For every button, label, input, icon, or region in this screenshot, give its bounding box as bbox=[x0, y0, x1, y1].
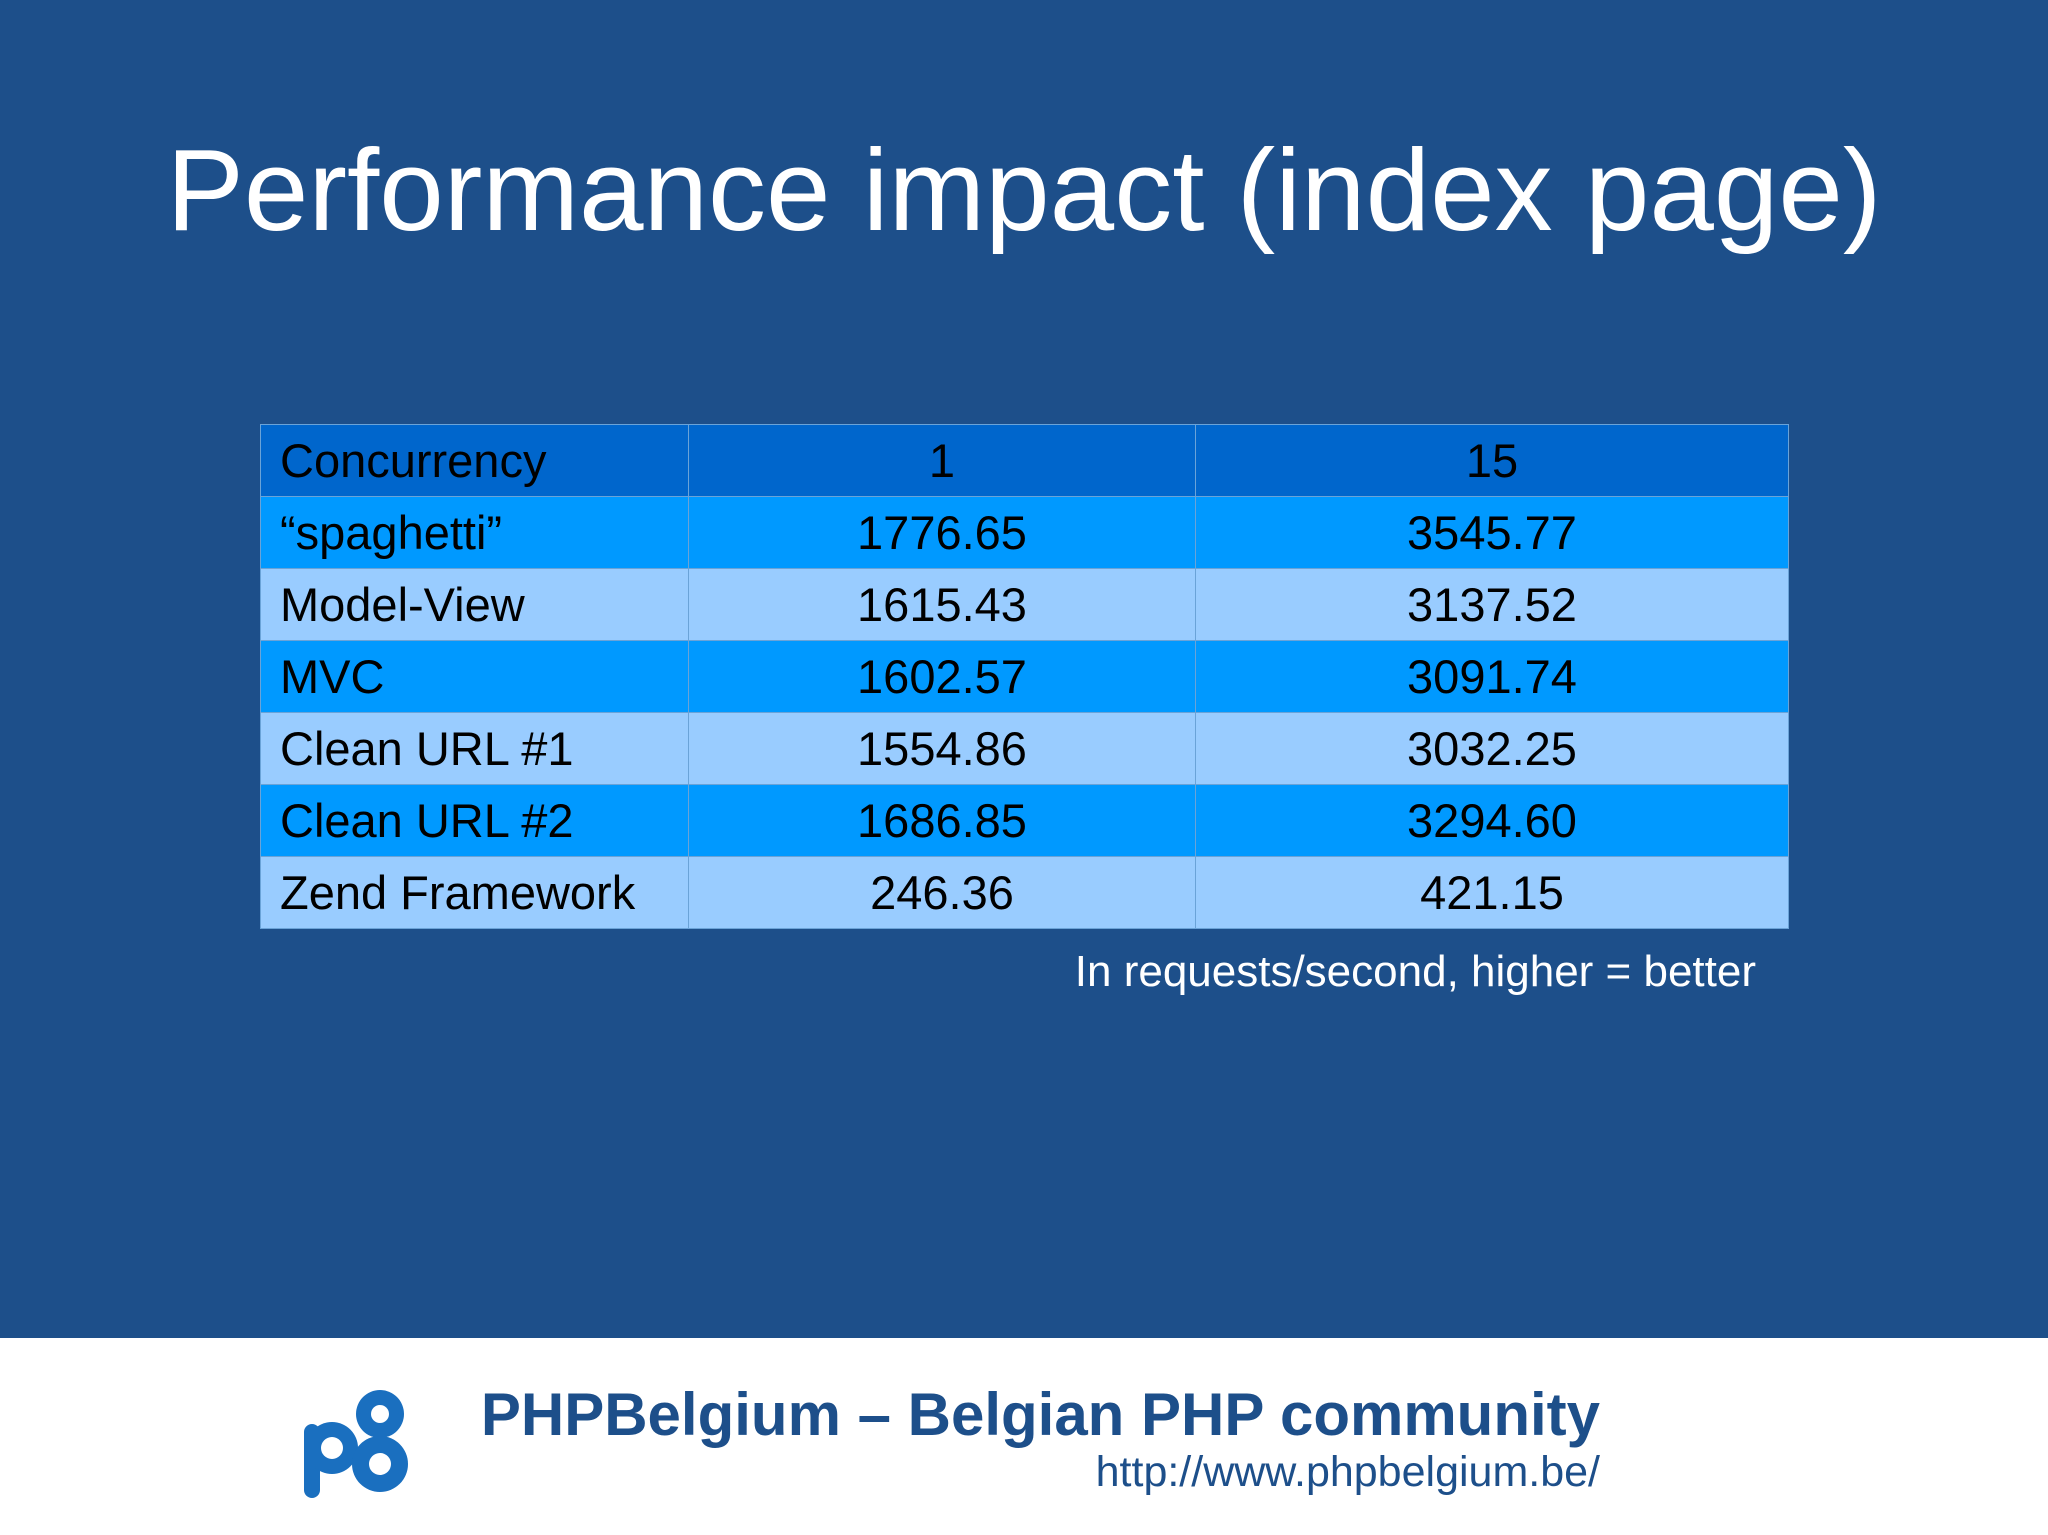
table-row: Clean URL #2 1686.85 3294.60 bbox=[260, 784, 1789, 857]
header-cell-concurrency-1: 1 bbox=[688, 424, 1196, 497]
row-label: Zend Framework bbox=[260, 856, 689, 929]
phpbelgium-logo-icon bbox=[304, 1390, 408, 1498]
row-value-c1: 1615.43 bbox=[688, 568, 1196, 641]
row-value-c1: 246.36 bbox=[688, 856, 1196, 929]
header-cell-concurrency-15: 15 bbox=[1195, 424, 1789, 497]
row-label: “spaghetti” bbox=[260, 496, 689, 569]
table-row: MVC 1602.57 3091.74 bbox=[260, 640, 1789, 713]
row-label: Clean URL #1 bbox=[260, 712, 689, 785]
table-row: Model-View 1615.43 3137.52 bbox=[260, 568, 1789, 641]
row-value-c1: 1602.57 bbox=[688, 640, 1196, 713]
table-row: Zend Framework 246.36 421.15 bbox=[260, 856, 1789, 929]
header-cell-concurrency: Concurrency bbox=[260, 424, 689, 497]
row-value-c1: 1686.85 bbox=[688, 784, 1196, 857]
row-value-c1: 1554.86 bbox=[688, 712, 1196, 785]
footer-title: PHPBelgium – Belgian PHP community bbox=[480, 1381, 1600, 1448]
footer: PHPBelgium – Belgian PHP community http:… bbox=[0, 1338, 2048, 1535]
table-row: “spaghetti” 1776.65 3545.77 bbox=[260, 496, 1789, 569]
row-label: Model-View bbox=[260, 568, 689, 641]
units-note: In requests/second, higher = better bbox=[1074, 947, 1756, 996]
row-label: Clean URL #2 bbox=[260, 784, 689, 857]
table-header-row: Concurrency 1 15 bbox=[260, 424, 1789, 497]
row-value-c15: 3091.74 bbox=[1195, 640, 1789, 713]
row-value-c15: 421.15 bbox=[1195, 856, 1789, 929]
row-value-c1: 1776.65 bbox=[688, 496, 1196, 569]
row-value-c15: 3032.25 bbox=[1195, 712, 1789, 785]
benchmark-table: Concurrency 1 15 “spaghetti” 1776.65 354… bbox=[260, 424, 1789, 929]
footer-url[interactable]: http://www.phpbelgium.be/ bbox=[1095, 1448, 1600, 1496]
row-value-c15: 3137.52 bbox=[1195, 568, 1789, 641]
row-value-c15: 3294.60 bbox=[1195, 784, 1789, 857]
row-label: MVC bbox=[260, 640, 689, 713]
slide-title: Performance impact (index page) bbox=[166, 125, 1882, 255]
row-value-c15: 3545.77 bbox=[1195, 496, 1789, 569]
table-row: Clean URL #1 1554.86 3032.25 bbox=[260, 712, 1789, 785]
